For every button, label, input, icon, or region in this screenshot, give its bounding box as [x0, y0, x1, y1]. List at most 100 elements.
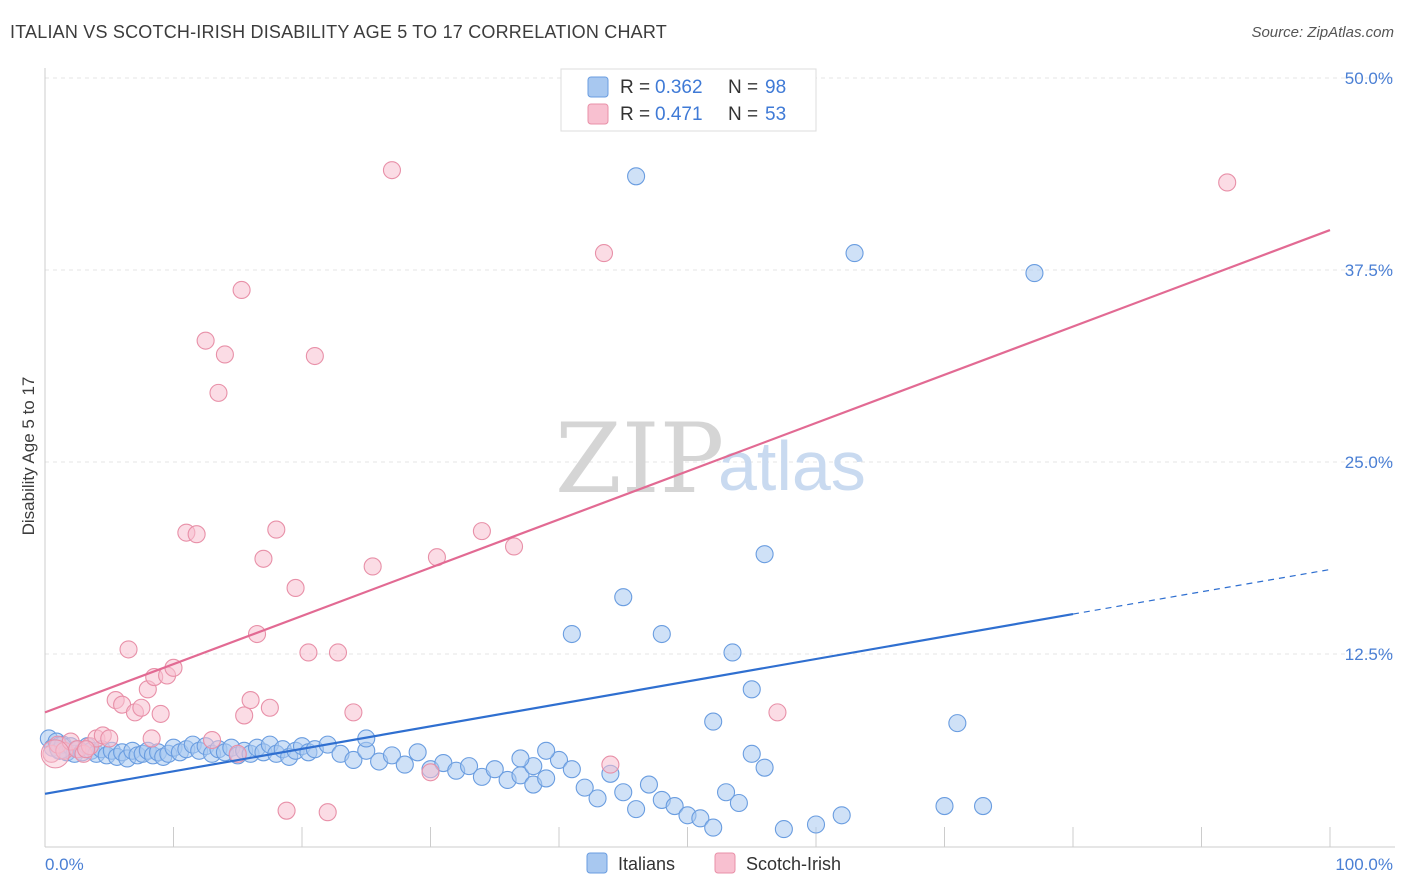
- italians-point-96: [742, 680, 761, 699]
- trend-line-scotch-irish: [44, 229, 1331, 714]
- scotch-irish-point-50: [1218, 173, 1237, 192]
- watermark-zip: ZIP: [555, 403, 724, 515]
- source-label: Source: ZipAtlas.com: [1251, 24, 1394, 41]
- x-tick-label-0: 0.0%: [45, 855, 84, 874]
- italians-point-98: [935, 797, 954, 816]
- scotch-irish-point-42: [382, 161, 402, 180]
- legend-n-value-2: 53: [765, 104, 786, 125]
- scotch-irish-point-34: [277, 801, 296, 820]
- legend-r-label-1: R =: [620, 77, 650, 98]
- italians-point-100: [627, 167, 646, 186]
- italians-point-67: [537, 769, 556, 788]
- scotch-irish-point-45: [472, 522, 491, 541]
- scotch-irish-point-46: [504, 537, 524, 556]
- legend-swatch-italians: [587, 76, 609, 98]
- bottom-legend-italians: Italians: [618, 854, 675, 874]
- scotch-irish-point-43: [421, 763, 440, 782]
- italians-point-99: [973, 797, 993, 816]
- legend-swatch-scotch-irish: [587, 103, 609, 125]
- scotch-irish-point-48: [601, 755, 620, 774]
- italians-point-73: [614, 783, 633, 802]
- scotch-irish-point-38: [318, 803, 337, 822]
- scotch-irish-point-36: [299, 643, 318, 662]
- scotch-irish-point-27: [232, 280, 251, 300]
- scotch-irish-point-52: [142, 729, 161, 748]
- series-italians-points: [39, 167, 1044, 839]
- scotch-irish-point-33: [267, 520, 286, 539]
- italians-point-102: [1025, 264, 1044, 283]
- scotch-irish-point-41: [363, 557, 382, 576]
- scotch-irish-point-22: [196, 331, 215, 350]
- scotch-irish-point-47: [594, 244, 614, 263]
- scotch-irish-point-37: [305, 346, 324, 366]
- trend-lines: [44, 229, 1331, 795]
- bottom-legend-swatch-scotch-irish: [714, 852, 736, 874]
- italians-point-95: [704, 712, 723, 731]
- italians-point-97: [723, 643, 742, 662]
- legend-r-value-2: 0.471: [655, 104, 703, 125]
- italians-point-103: [755, 545, 774, 564]
- italians-point-57: [408, 743, 427, 762]
- legend-n-value-1: 98: [765, 77, 786, 98]
- scotch-irish-point-51: [77, 740, 96, 759]
- scotch-irish-point-32: [260, 698, 279, 717]
- scotch-irish-point-9: [100, 729, 119, 748]
- italians-point-93: [562, 624, 581, 644]
- legend-r-label-2: R =: [620, 104, 650, 125]
- italians-point-74: [627, 800, 646, 819]
- scotch-irish-point-26: [228, 744, 247, 763]
- italians-point-85: [774, 820, 793, 839]
- y-tick-label-0: 12.5%: [1345, 645, 1393, 664]
- italians-point-55: [382, 746, 402, 765]
- italians-point-52: [344, 750, 363, 770]
- italians-point-86: [806, 815, 826, 834]
- watermark-atlas: atlas: [718, 427, 866, 505]
- italians-point-75: [639, 775, 659, 794]
- italians-point-77: [665, 797, 684, 816]
- italians-point-104: [948, 714, 967, 733]
- scotch-irish-point-cluster: [40, 739, 70, 769]
- x-axis: [44, 827, 1395, 848]
- bottom-legend-scotch-irish: Scotch-Irish: [746, 854, 841, 874]
- y-axis-label: Disability Age 5 to 17: [19, 377, 38, 536]
- scotch-irish-point-12: [119, 640, 138, 659]
- italians-point-81: [716, 783, 736, 802]
- x-tick-labels: 0.0% 100.0%: [45, 855, 1393, 874]
- italians-point-84: [755, 758, 774, 777]
- y-tick-label-2: 37.5%: [1345, 261, 1393, 280]
- scotch-irish-point-17: [151, 704, 170, 723]
- scotch-irish-point-49: [768, 703, 787, 722]
- scotch-irish-point-30: [247, 624, 267, 644]
- scotch-irish-point-23: [203, 730, 222, 750]
- scotch-irish-point-25: [215, 345, 234, 364]
- scotch-irish-point-31: [254, 549, 273, 568]
- watermark: ZIP atlas: [555, 403, 866, 515]
- legend-n-label-2: N =: [728, 104, 758, 125]
- trend-line-italians-extension: [1072, 568, 1331, 615]
- x-tick-label-1: 100.0%: [1335, 855, 1393, 874]
- italians-point-90: [537, 741, 556, 760]
- y-tick-label-1: 25.0%: [1345, 453, 1393, 472]
- italians-point-63: [485, 760, 504, 779]
- italians-point-80: [704, 818, 723, 837]
- chart-title: ITALIAN VS SCOTCH-IRISH DISABILITY AGE 5…: [10, 22, 667, 42]
- series-scotch-irish-points: [40, 161, 1237, 822]
- italians-point-69: [562, 760, 581, 779]
- y-tick-label-3: 50.0%: [1345, 69, 1393, 88]
- scotch-irish-point-14: [132, 698, 151, 717]
- italians-point-82: [729, 793, 748, 813]
- scotch-irish-point-29: [241, 691, 260, 710]
- italians-point-83: [742, 744, 761, 763]
- scotch-irish-point-24: [209, 383, 228, 402]
- italians-point-61: [459, 757, 479, 776]
- italians-point-68: [549, 750, 569, 770]
- scotch-irish-point-40: [344, 703, 363, 722]
- stats-legend: R = 0.362 N = 98 R = 0.471 N = 53: [560, 68, 817, 132]
- legend-n-label-1: N =: [728, 77, 758, 98]
- italians-point-94: [614, 588, 633, 607]
- legend-r-value-1: 0.362: [655, 77, 703, 98]
- italians-point-92: [652, 624, 671, 644]
- italians-point-71: [588, 789, 607, 808]
- italians-point-101: [845, 244, 864, 263]
